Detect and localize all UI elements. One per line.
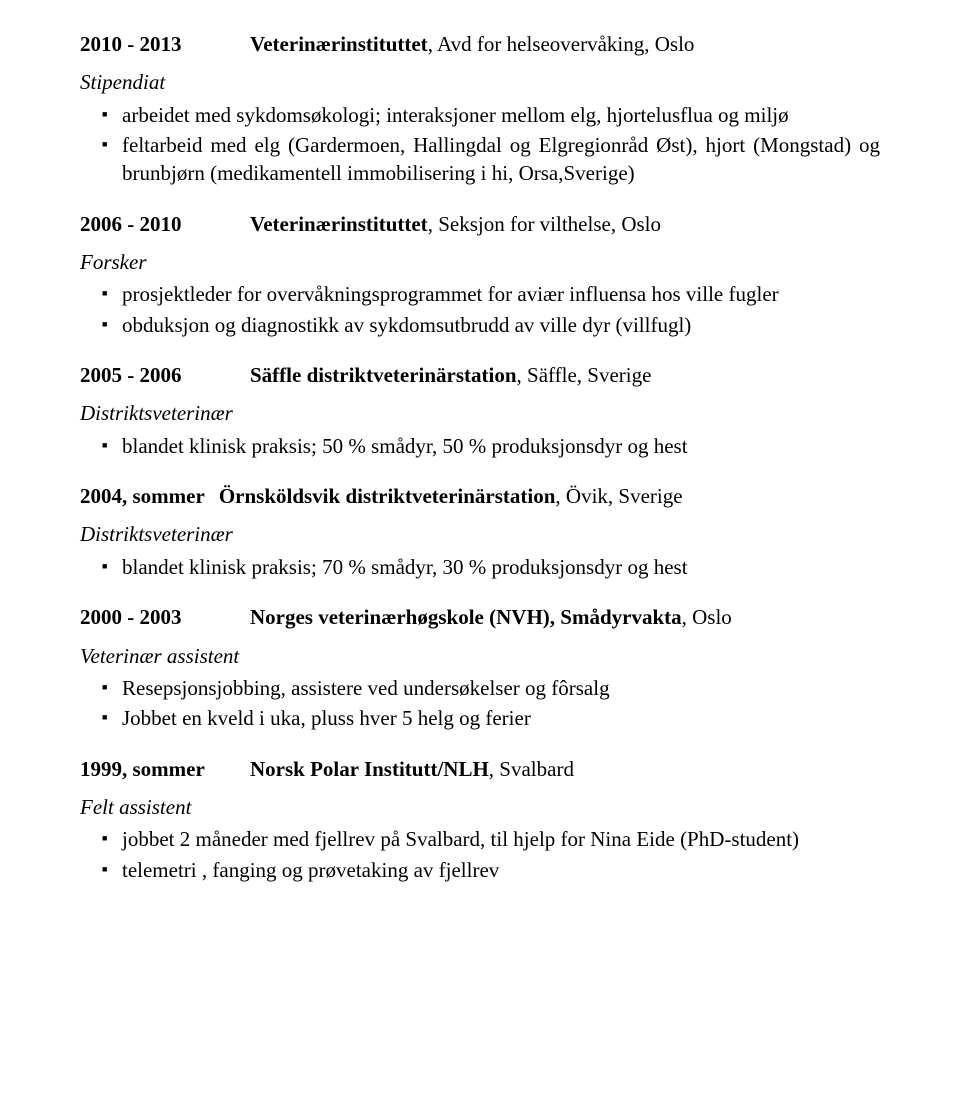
entry-header: 2006 - 2010 Veterinærinstituttet, Seksjo…: [80, 210, 880, 238]
entry-bullets: blandet klinisk praksis; 50 % smådyr, 50…: [80, 432, 880, 460]
bullet-text: arbeidet med sykdomsøkologi; interaksjon…: [122, 103, 789, 127]
entry-header: 2000 - 2003 Norges veterinærhøgskole (NV…: [80, 603, 880, 631]
bullet-item: Jobbet en kveld i uka, pluss hver 5 helg…: [102, 704, 880, 732]
entry-bullets: arbeidet med sykdomsøkologi; interaksjon…: [80, 101, 880, 188]
bullet-text: prosjektleder for overvåkningsprogrammet…: [122, 282, 779, 306]
entry-date: 2006 - 2010: [80, 210, 250, 238]
bullet-text: jobbet 2 måneder med fjellrev på Svalbar…: [122, 827, 799, 851]
entry-role: Veterinær assistent: [80, 642, 880, 670]
org-name: Norges veterinærhøgskole (NVH), Smådyrva…: [250, 605, 682, 629]
bullet-text: telemetri , fanging og prøvetaking av fj…: [122, 858, 499, 882]
org-rest: , Svalbard: [489, 757, 574, 781]
bullet-item: arbeidet med sykdomsøkologi; interaksjon…: [102, 101, 880, 129]
entry-role: Stipendiat: [80, 68, 880, 96]
cv-entry: 2000 - 2003 Norges veterinærhøgskole (NV…: [80, 603, 880, 732]
entry-bullets: jobbet 2 måneder med fjellrev på Svalbar…: [80, 825, 880, 884]
bullet-text: Jobbet en kveld i uka, pluss hver 5 helg…: [122, 706, 531, 730]
bullet-item: blandet klinisk praksis; 70 % smådyr, 30…: [102, 553, 880, 581]
bullet-item: Resepsjonsjobbing, assistere ved undersø…: [102, 674, 880, 702]
org-name: Säffle distriktveterinärstation: [250, 363, 517, 387]
cv-entry: 1999, sommer Norsk Polar Institutt/NLH, …: [80, 755, 880, 884]
entry-role: Distriktsveterinær: [80, 520, 880, 548]
entry-header: 2004, sommer Örnsköldsvik distriktveteri…: [80, 482, 880, 510]
entry-date: 2005 - 2006: [80, 361, 250, 389]
org-rest: , Säffle, Sverige: [517, 363, 652, 387]
org-name: Norsk Polar Institutt/NLH: [250, 757, 489, 781]
org-name: Veterinærinstituttet: [250, 32, 428, 56]
entry-date: 2004, sommer: [80, 482, 205, 510]
bullet-text: blandet klinisk praksis; 70 % smådyr, 30…: [122, 555, 688, 579]
bullet-text: obduksjon og diagnostikk av sykdomsutbru…: [122, 313, 691, 337]
cv-entry: 2010 - 2013 Veterinærinstituttet, Avd fo…: [80, 30, 880, 188]
entry-role: Distriktsveterinær: [80, 399, 880, 427]
org-rest: , Oslo: [682, 605, 732, 629]
entry-org: Örnsköldsvik distriktveterinärstation, Ö…: [219, 482, 683, 510]
entry-date: 2010 - 2013: [80, 30, 250, 58]
org-rest: , Seksjon for vilthelse, Oslo: [428, 212, 661, 236]
entry-org: Säffle distriktveterinärstation, Säffle,…: [250, 361, 651, 389]
entry-header: 1999, sommer Norsk Polar Institutt/NLH, …: [80, 755, 880, 783]
entry-bullets: blandet klinisk praksis; 70 % smådyr, 30…: [80, 553, 880, 581]
bullet-item: jobbet 2 måneder med fjellrev på Svalbar…: [102, 825, 880, 853]
entry-header: 2010 - 2013 Veterinærinstituttet, Avd fo…: [80, 30, 880, 58]
entry-role: Forsker: [80, 248, 880, 276]
cv-entry: 2004, sommer Örnsköldsvik distriktveteri…: [80, 482, 880, 581]
org-rest: , Avd for helseovervåking, Oslo: [428, 32, 695, 56]
bullet-item: prosjektleder for overvåkningsprogrammet…: [102, 280, 880, 308]
bullet-item: telemetri , fanging og prøvetaking av fj…: [102, 856, 880, 884]
cv-entry: 2005 - 2006 Säffle distriktveterinärstat…: [80, 361, 880, 460]
entry-org: Norges veterinærhøgskole (NVH), Smådyrva…: [250, 603, 732, 631]
org-name: Veterinærinstituttet: [250, 212, 428, 236]
entry-bullets: Resepsjonsjobbing, assistere ved undersø…: [80, 674, 880, 733]
bullet-item: blandet klinisk praksis; 50 % smådyr, 50…: [102, 432, 880, 460]
entry-org: Norsk Polar Institutt/NLH, Svalbard: [250, 755, 574, 783]
entry-role: Felt assistent: [80, 793, 880, 821]
bullet-text: blandet klinisk praksis; 50 % smådyr, 50…: [122, 434, 688, 458]
cv-entry: 2006 - 2010 Veterinærinstituttet, Seksjo…: [80, 210, 880, 339]
entry-header: 2005 - 2006 Säffle distriktveterinärstat…: [80, 361, 880, 389]
bullet-item: obduksjon og diagnostikk av sykdomsutbru…: [102, 311, 880, 339]
entry-org: Veterinærinstituttet, Avd for helseoverv…: [250, 30, 694, 58]
entry-date: 1999, sommer: [80, 755, 250, 783]
entry-org: Veterinærinstituttet, Seksjon for vilthe…: [250, 210, 661, 238]
org-name: Örnsköldsvik distriktveterinärstation: [219, 484, 556, 508]
org-rest: , Övik, Sverige: [555, 484, 682, 508]
bullet-text: feltarbeid med elg (Gardermoen, Hallingd…: [122, 133, 880, 185]
bullet-text: Resepsjonsjobbing, assistere ved undersø…: [122, 676, 610, 700]
entry-bullets: prosjektleder for overvåkningsprogrammet…: [80, 280, 880, 339]
entry-date: 2000 - 2003: [80, 603, 250, 631]
bullet-item: feltarbeid med elg (Gardermoen, Hallingd…: [102, 131, 880, 188]
